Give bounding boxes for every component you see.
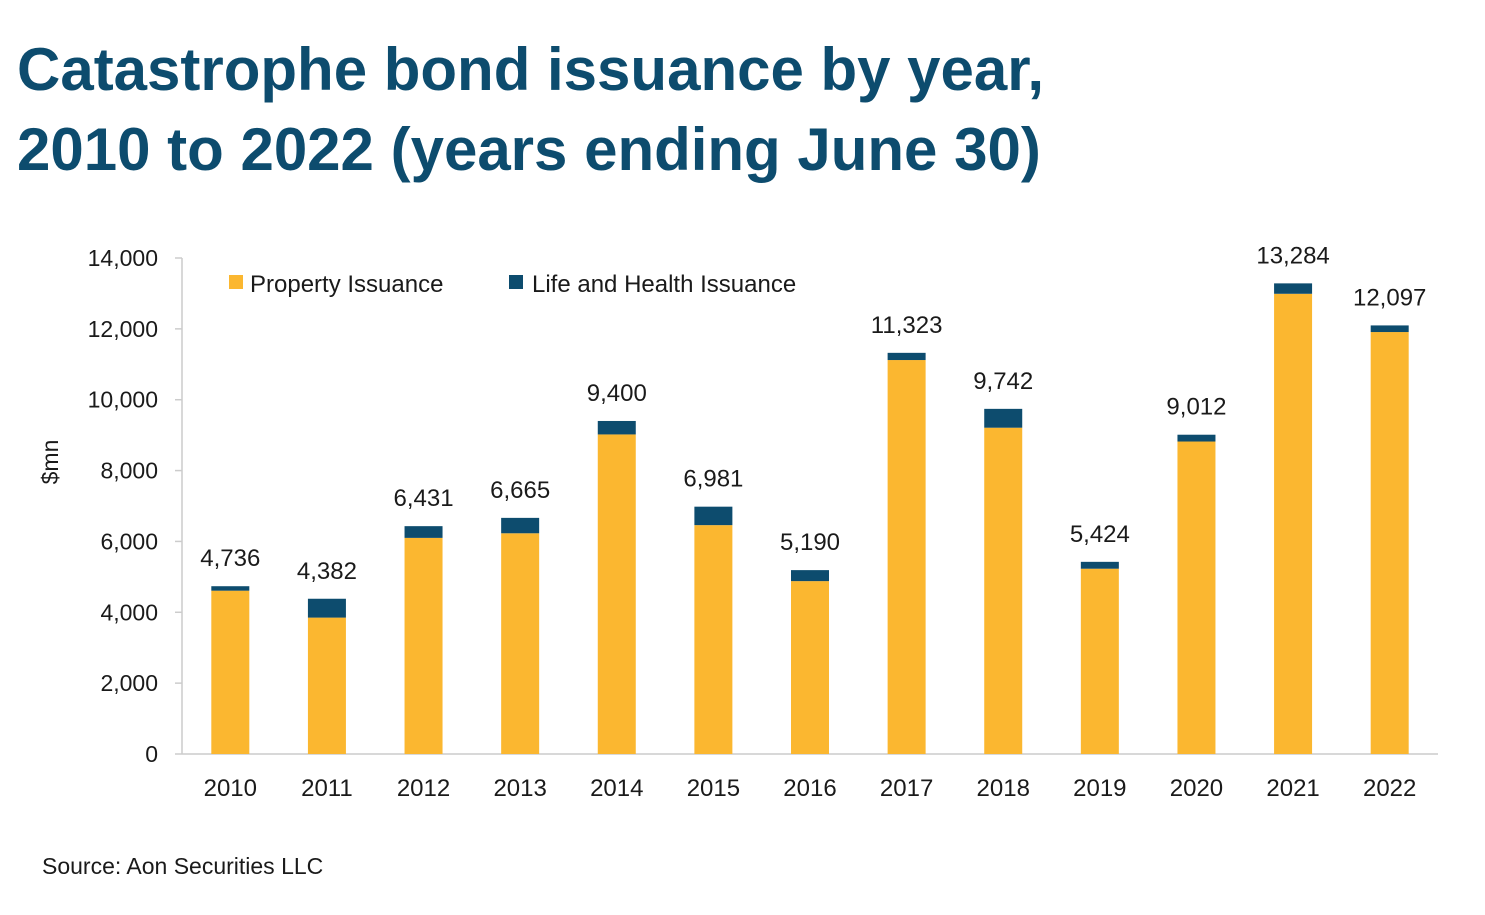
bar-property bbox=[597, 434, 636, 754]
legend-swatch bbox=[229, 275, 243, 289]
chart-title-line-2: 2010 to 2022 (years ending June 30) bbox=[17, 116, 1041, 183]
x-tick-label: 2021 bbox=[1266, 775, 1319, 802]
x-tick-label: 2010 bbox=[204, 775, 257, 802]
bar-total-label: 6,665 bbox=[490, 477, 550, 504]
bar-property bbox=[1080, 568, 1119, 754]
bar-life-health bbox=[1080, 561, 1119, 569]
bar-property bbox=[791, 581, 829, 754]
bar-life-health bbox=[1177, 434, 1216, 442]
bar-total-label: 11,323 bbox=[871, 312, 943, 339]
bar-property bbox=[307, 617, 346, 754]
source-note: Source: Aon Securities LLC bbox=[42, 853, 324, 879]
bar-life-health bbox=[984, 408, 1023, 428]
legend-label: Property Issuance bbox=[250, 271, 443, 298]
bar-life-health bbox=[887, 352, 926, 361]
bar-property bbox=[1370, 332, 1409, 754]
bar-life-health bbox=[211, 586, 250, 591]
bar-property bbox=[211, 590, 250, 754]
bar-life-health bbox=[307, 598, 346, 618]
bar-property bbox=[501, 533, 540, 754]
bar-total-label: 9,742 bbox=[973, 368, 1033, 395]
bar-total-label: 12,097 bbox=[1353, 284, 1426, 311]
bar-property bbox=[1274, 293, 1313, 754]
bar-life-health bbox=[501, 517, 540, 534]
x-tick-label: 2013 bbox=[493, 775, 546, 802]
x-tick-label: 2019 bbox=[1073, 775, 1126, 802]
bar-total-label: 6,981 bbox=[683, 466, 743, 493]
x-tick-label: 2017 bbox=[880, 775, 933, 802]
x-tick-label: 2014 bbox=[590, 775, 643, 802]
bar-total-label: 4,382 bbox=[297, 558, 357, 585]
y-tick-label: 12,000 bbox=[88, 316, 158, 342]
y-tick-label: 10,000 bbox=[88, 387, 158, 413]
y-tick-label: 6,000 bbox=[100, 528, 158, 554]
bar-total-label: 5,190 bbox=[780, 529, 840, 556]
y-axis-title: $mn bbox=[37, 440, 63, 485]
bar-total-label: 6,431 bbox=[394, 485, 454, 512]
bar-property bbox=[404, 537, 443, 754]
bar-life-health bbox=[597, 420, 636, 435]
x-tick-label: 2012 bbox=[397, 775, 450, 802]
bar-total-label: 9,012 bbox=[1166, 394, 1226, 421]
bar-total-label: 9,400 bbox=[587, 380, 647, 407]
bar-property bbox=[984, 427, 1023, 754]
y-tick-label: 0 bbox=[145, 741, 158, 767]
x-tick-label: 2020 bbox=[1170, 775, 1223, 802]
x-tick-label: 2018 bbox=[977, 775, 1030, 802]
y-tick-label: 4,000 bbox=[100, 599, 158, 625]
y-tick-label: 2,000 bbox=[100, 670, 158, 696]
bar-total-label: 4,736 bbox=[200, 545, 260, 572]
y-tick-label: 14,000 bbox=[88, 245, 158, 271]
chart-title: Catastrophe bond issuance by year, 2010 … bbox=[17, 30, 1044, 190]
x-tick-label: 2015 bbox=[687, 775, 740, 802]
y-tick-label: 8,000 bbox=[100, 458, 158, 484]
bar-property bbox=[694, 525, 733, 754]
bar-life-health bbox=[694, 506, 733, 526]
bar-life-health bbox=[1274, 283, 1313, 294]
bar-total-label: 13,284 bbox=[1256, 242, 1329, 269]
legend-label: Life and Health Issuance bbox=[532, 271, 796, 298]
x-tick-label: 2011 bbox=[301, 775, 353, 802]
bar-property bbox=[887, 360, 926, 754]
x-tick-label: 2022 bbox=[1363, 775, 1416, 802]
bar-property bbox=[1177, 441, 1216, 754]
legend-swatch bbox=[509, 275, 523, 289]
x-tick-label: 2016 bbox=[783, 775, 836, 802]
bar-total-label: 5,424 bbox=[1070, 521, 1130, 548]
bar-life-health bbox=[791, 570, 829, 582]
bar-life-health bbox=[404, 526, 443, 538]
bar-life-health bbox=[1370, 325, 1409, 333]
chart-title-line-1: Catastrophe bond issuance by year, bbox=[17, 36, 1045, 103]
